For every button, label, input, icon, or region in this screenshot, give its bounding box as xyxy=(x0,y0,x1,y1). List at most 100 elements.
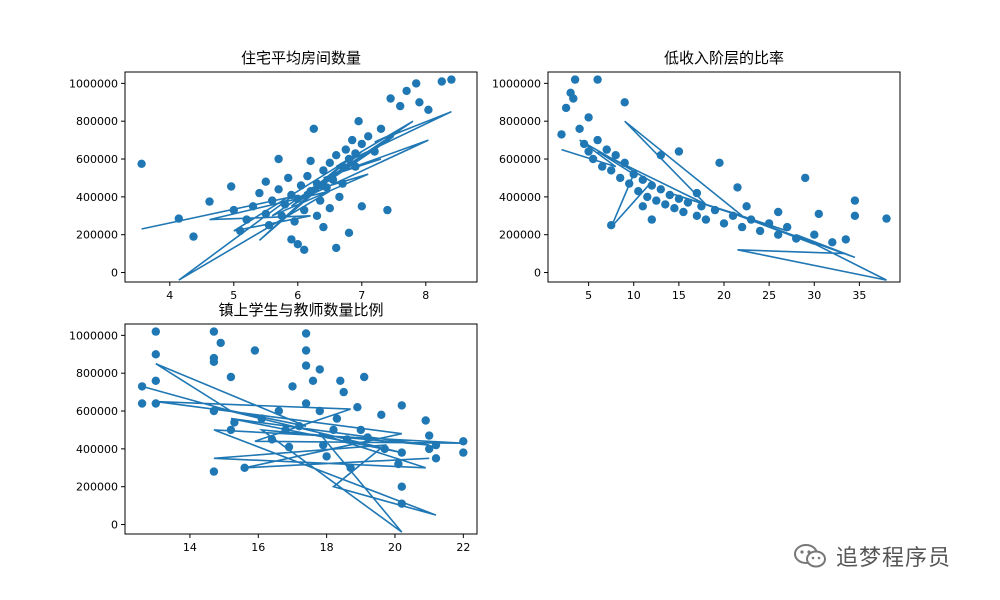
data-point xyxy=(701,215,711,224)
subplot-3: 镇上学生与教师数量比例 14 16 18 20 22 0 200000 400000 600000… xyxy=(69,301,478,554)
x-tick-label: 20 xyxy=(388,541,402,554)
data-point xyxy=(209,357,219,366)
data-point xyxy=(602,145,611,154)
data-point xyxy=(230,418,239,427)
data-point xyxy=(424,105,433,115)
data-point xyxy=(255,188,264,198)
data-point xyxy=(274,185,283,194)
data-point xyxy=(616,173,625,183)
data-point xyxy=(363,433,372,442)
data-point xyxy=(209,406,219,416)
data-point xyxy=(261,177,270,186)
data-point xyxy=(268,196,277,205)
data-point xyxy=(402,86,411,96)
data-point xyxy=(151,399,160,408)
data-point xyxy=(611,151,620,160)
data-point xyxy=(332,243,341,253)
data-point xyxy=(733,183,742,192)
data-point xyxy=(306,156,315,166)
data-point xyxy=(351,149,360,158)
y-tick-label: 600000 xyxy=(76,405,118,418)
data-point xyxy=(226,372,236,382)
data-point xyxy=(447,75,456,84)
data-point xyxy=(377,410,386,419)
subplot-1: 住宅平均房间数量 4 5 6 7 8 0 200000 400000 600000 800000 10… xyxy=(69,49,478,302)
data-point xyxy=(697,202,706,211)
data-point xyxy=(242,215,251,224)
data-point xyxy=(309,124,318,133)
data-point xyxy=(692,211,702,220)
data-point xyxy=(227,182,236,191)
data-point xyxy=(850,196,860,205)
data-point xyxy=(814,209,823,219)
data-point xyxy=(607,221,616,230)
y-tick-label: 0 xyxy=(111,519,118,532)
data-point xyxy=(643,192,652,202)
data-point xyxy=(205,197,214,206)
data-point xyxy=(584,113,593,122)
data-point xyxy=(625,179,634,188)
data-point xyxy=(332,414,342,423)
x-tick-label: 20 xyxy=(717,289,731,302)
data-point xyxy=(792,234,801,243)
data-point xyxy=(593,135,602,145)
data-point xyxy=(301,329,311,338)
data-point xyxy=(229,205,238,215)
data-point xyxy=(336,376,345,385)
data-point xyxy=(319,166,328,175)
data-point xyxy=(561,103,571,113)
data-point xyxy=(284,173,293,183)
subplot-2: 低收入阶层的比率 5 10 15 20 25 30 35 0 200000 400000 600000… xyxy=(492,49,901,302)
data-point xyxy=(316,196,325,205)
series-line xyxy=(141,362,464,533)
data-point xyxy=(287,190,296,200)
data-point xyxy=(593,75,602,84)
subplot-title: 住宅平均房间数量 xyxy=(241,49,361,67)
y-tick-label: 0 xyxy=(111,267,118,280)
plot-area xyxy=(137,327,468,533)
y-tick-label: 600000 xyxy=(499,153,541,166)
data-point xyxy=(607,166,616,175)
y-tick-label: 0 xyxy=(534,267,541,280)
x-tick-label: 35 xyxy=(852,289,866,302)
subplot-title: 镇上学生与教师数量比例 xyxy=(218,301,383,319)
data-point xyxy=(216,338,225,348)
data-point xyxy=(882,214,891,223)
data-point xyxy=(300,245,309,254)
data-point xyxy=(376,124,386,133)
data-point xyxy=(674,194,684,203)
data-point xyxy=(584,147,593,156)
data-point xyxy=(303,171,312,181)
y-tick-label: 200000 xyxy=(76,229,118,242)
data-point xyxy=(742,202,751,211)
data-point xyxy=(290,217,299,226)
x-tick-label: 25 xyxy=(762,289,776,302)
y-tick-label: 1000000 xyxy=(492,77,541,90)
axes-frame xyxy=(124,323,478,535)
data-point xyxy=(810,230,819,239)
data-point xyxy=(296,181,306,190)
data-point xyxy=(342,435,352,444)
data-point xyxy=(344,228,354,237)
data-point xyxy=(620,98,629,107)
data-point xyxy=(348,135,357,145)
data-point xyxy=(357,139,366,149)
data-point xyxy=(394,459,403,469)
x-tick-label: 4 xyxy=(166,289,173,302)
data-point xyxy=(397,448,406,457)
data-point xyxy=(397,401,406,410)
data-point xyxy=(459,437,468,446)
data-point xyxy=(783,222,792,232)
data-point xyxy=(312,179,322,188)
data-point xyxy=(312,211,322,220)
x-tick-label: 6 xyxy=(294,289,301,302)
data-point xyxy=(332,151,341,160)
x-tick-label: 8 xyxy=(422,289,429,302)
data-point xyxy=(719,219,729,228)
data-point xyxy=(339,387,348,397)
data-point xyxy=(329,425,338,435)
y-tick-label: 200000 xyxy=(499,229,541,242)
data-point xyxy=(425,431,434,440)
data-point xyxy=(301,361,311,370)
data-point xyxy=(189,232,198,241)
